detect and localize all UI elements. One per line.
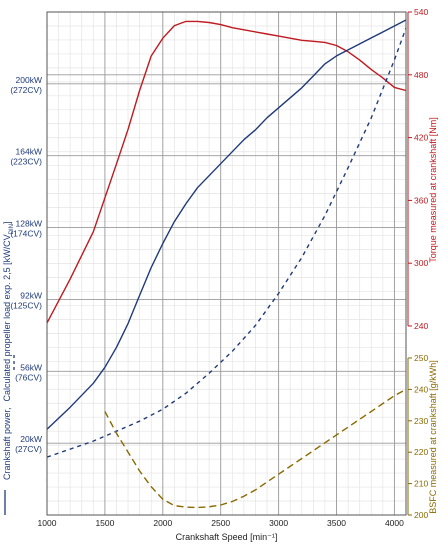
series-line-bsfc-3 bbox=[104, 388, 407, 509]
left-tick-label-cv: (174CV) bbox=[10, 229, 42, 239]
left-axis-title-part1: Crankshaft power, bbox=[2, 407, 12, 480]
bsfc-tick-label: 250 bbox=[414, 353, 428, 363]
torque-tick-label: 300 bbox=[414, 258, 428, 268]
left-axis-title-subscript: DIN bbox=[9, 224, 15, 234]
x-tick-label: 1500 bbox=[95, 518, 114, 528]
axes bbox=[46, 11, 412, 516]
x-tick-label: 3500 bbox=[327, 518, 346, 528]
left-tick-label-cv: (272CV) bbox=[10, 85, 42, 95]
x-tick-label: 4000 bbox=[385, 518, 404, 528]
bsfc-axis-title: BSFC measured at crankshaft [g/kWh] bbox=[428, 360, 438, 514]
x-axis-title: Crankshaft Speed [min⁻¹] bbox=[176, 532, 278, 542]
grid bbox=[46, 11, 407, 516]
series-line-torque-0 bbox=[46, 20, 407, 324]
left-axis-title-close: ] bbox=[2, 222, 12, 225]
left-tick-label-cv: (76CV) bbox=[15, 372, 42, 382]
bsfc-tick-label: 210 bbox=[414, 479, 428, 489]
torque-tick-label: 420 bbox=[414, 133, 428, 143]
left-tick-label: 92kW bbox=[20, 290, 42, 300]
left-axis-title-part2: Calculated propeller load exp. 2,5 [kW/C… bbox=[2, 234, 12, 401]
bsfc-tick-label: 240 bbox=[414, 384, 428, 394]
x-tick-label: 1000 bbox=[38, 518, 57, 528]
torque-tick-label: 240 bbox=[414, 321, 428, 331]
left-tick-label: 128kW bbox=[16, 219, 42, 229]
torque-tick-label: 360 bbox=[414, 195, 428, 205]
torque-tick-label: 480 bbox=[414, 70, 428, 80]
axis-labels: 1000 1500 2000 2500 3000 3500 4000 Crankshaft S… bbox=[2, 7, 438, 542]
left-tick-label: 164kW bbox=[16, 147, 42, 157]
torque-axis-title: Torque measured at crankshaft [Nm] bbox=[428, 117, 438, 263]
left-tick-label: 200kW bbox=[16, 75, 42, 85]
series-line-power-2 bbox=[46, 27, 407, 458]
bsfc-tick-label: 200 bbox=[414, 510, 428, 520]
series-line-power-1 bbox=[46, 19, 407, 430]
torque-tick-label: 540 bbox=[414, 7, 428, 17]
plot-frame bbox=[46, 11, 407, 516]
left-axis-title: Crankshaft power, Calculated propeller lo… bbox=[2, 222, 15, 481]
left-tick-label: 56kW bbox=[20, 362, 42, 372]
left-tick-label-cv: (125CV) bbox=[10, 300, 42, 310]
series-layer bbox=[46, 19, 407, 509]
left-tick-label: 20kW bbox=[20, 434, 42, 444]
x-tick-label: 2000 bbox=[153, 518, 172, 528]
bsfc-tick-label: 230 bbox=[414, 416, 428, 426]
left-tick-label-cv: (223CV) bbox=[10, 157, 42, 167]
left-tick-label-cv: (27CV) bbox=[15, 444, 42, 454]
bsfc-tick-label: 220 bbox=[414, 447, 428, 457]
x-tick-label: 3000 bbox=[269, 518, 288, 528]
x-tick-label: 2500 bbox=[211, 518, 230, 528]
